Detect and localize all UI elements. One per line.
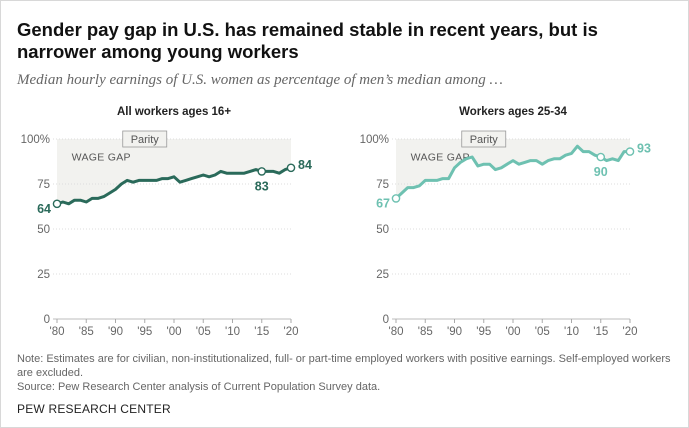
- data-label-start: 67: [376, 196, 390, 210]
- x-tick-label: '85: [79, 326, 94, 338]
- data-label-end: 93: [637, 142, 651, 156]
- x-tick-label: '15: [593, 326, 608, 338]
- x-tick-label: '80: [50, 326, 65, 338]
- wage-gap-area: [396, 139, 630, 199]
- panel-title: All workers ages 16+: [117, 106, 231, 118]
- data-point-marker: [257, 167, 267, 176]
- panel-title: Workers ages 25-34: [459, 106, 567, 118]
- data-label-start: 64: [37, 202, 51, 216]
- brand-label: PEW RESEARCH CENTER: [17, 402, 171, 416]
- x-tick-label: '05: [535, 326, 550, 338]
- chart-subtitle: Median hourly earnings of U.S. women as …: [17, 72, 503, 88]
- y-tick-label: 25: [376, 269, 389, 281]
- data-point-marker: [52, 199, 62, 209]
- y-tick-label: 0: [44, 314, 50, 326]
- parity-label: Parity: [470, 134, 499, 146]
- source-text: Source: Pew Research Center analysis of …: [17, 381, 381, 393]
- chart-1: All workers ages 16+ 0 25 50 75 100% '80 '85 '90…: [21, 106, 312, 338]
- x-tick-label: '10: [564, 326, 579, 338]
- wage-gap-area: [57, 139, 291, 204]
- wage-gap-label: WAGE GAP: [411, 152, 470, 164]
- y-tick-label: 50: [37, 224, 50, 236]
- x-tick-label: '10: [225, 326, 240, 338]
- x-tick-label: '00: [167, 326, 182, 338]
- x-tick-label: '90: [447, 326, 462, 338]
- y-tick-label: 25: [37, 269, 50, 281]
- x-tick-label: '00: [506, 326, 521, 338]
- x-tick-label: '90: [108, 326, 123, 338]
- data-label-mid: 83: [255, 179, 269, 193]
- x-tick-label: '85: [418, 326, 433, 338]
- data-label-mid: 90: [594, 165, 608, 179]
- data-point-marker: [625, 147, 635, 156]
- parity-box: [461, 130, 507, 148]
- x-tick-label: '95: [476, 326, 491, 338]
- footnotes: Note: Estimates are for civilian, non-in…: [17, 352, 677, 394]
- x-tick-label: '20: [284, 326, 299, 338]
- y-tick-label: 75: [376, 179, 389, 191]
- data-point-marker: [596, 152, 606, 162]
- parity-label: Parity: [131, 134, 160, 146]
- y-tick-label: 0: [383, 314, 389, 326]
- data-label-end: 84: [298, 158, 312, 172]
- series-line: [394, 144, 632, 200]
- note-text: Note: Estimates are for civilian, non-in…: [17, 353, 671, 379]
- y-tick-label: 50: [376, 224, 389, 236]
- x-tick-label: '05: [196, 326, 211, 338]
- x-tick-label: '20: [623, 326, 638, 338]
- y-tick-label: 100%: [21, 134, 50, 146]
- wage-gap-label: WAGE GAP: [72, 152, 131, 164]
- data-point-marker: [286, 163, 296, 173]
- y-tick-label: 100%: [360, 134, 389, 146]
- data-point-marker: [391, 194, 401, 203]
- chart-2: Workers ages 25-34 0 25 50 75 100% '80 '85 '90 '9…: [360, 106, 651, 338]
- y-tick-label: 75: [37, 179, 50, 191]
- parity-box: [122, 130, 168, 148]
- x-tick-label: '95: [137, 326, 152, 338]
- x-tick-label: '15: [254, 326, 269, 338]
- series-line: [55, 166, 293, 206]
- x-tick-label: '80: [389, 326, 404, 338]
- chart-title: Gender pay gap in U.S. has remained stab…: [17, 19, 598, 62]
